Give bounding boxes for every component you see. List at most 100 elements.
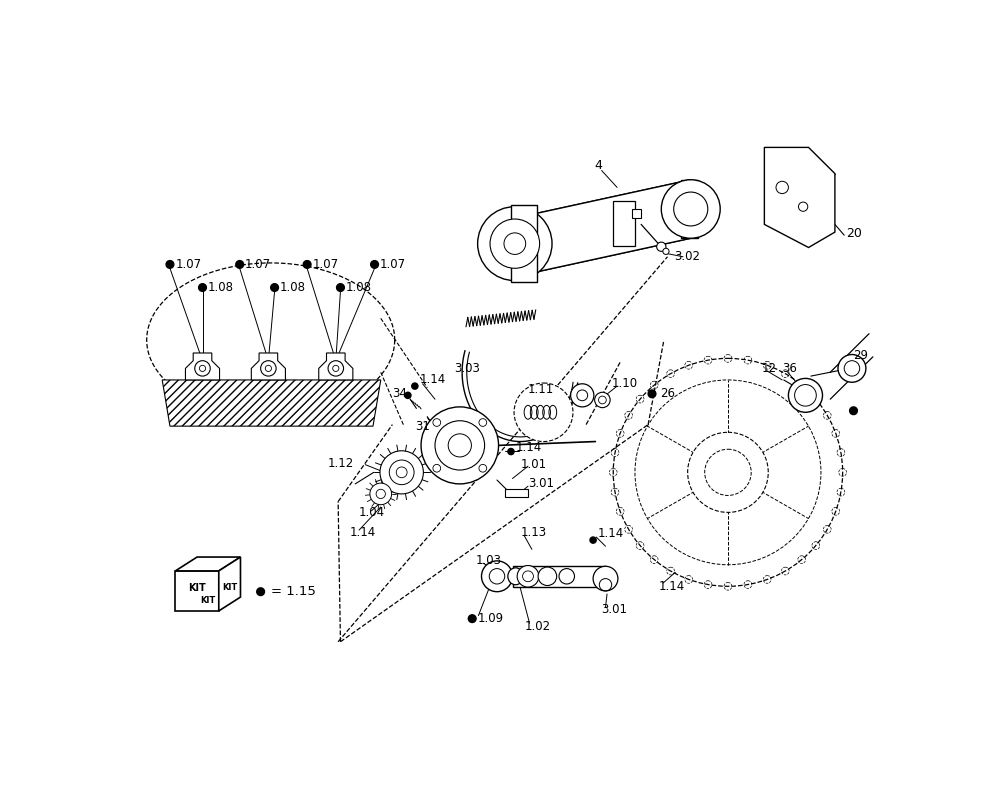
- Circle shape: [661, 180, 720, 238]
- Text: = 1.15: = 1.15: [271, 585, 316, 598]
- Circle shape: [376, 489, 385, 498]
- Text: 26: 26: [660, 387, 675, 400]
- Text: 12: 12: [762, 362, 777, 375]
- Circle shape: [333, 365, 339, 371]
- Circle shape: [798, 202, 808, 211]
- Bar: [632, 209, 641, 219]
- Text: 1.03: 1.03: [476, 554, 502, 566]
- Circle shape: [611, 489, 619, 496]
- Text: 34: 34: [392, 387, 407, 400]
- Circle shape: [433, 419, 441, 426]
- Circle shape: [514, 383, 573, 442]
- Circle shape: [650, 556, 658, 563]
- Circle shape: [482, 561, 512, 592]
- Text: KIT: KIT: [200, 596, 216, 604]
- Circle shape: [685, 361, 693, 369]
- Circle shape: [199, 365, 206, 371]
- Circle shape: [271, 284, 278, 291]
- Circle shape: [590, 537, 596, 543]
- Circle shape: [844, 360, 860, 376]
- Text: 1.12: 1.12: [328, 457, 354, 470]
- Circle shape: [812, 542, 820, 550]
- Circle shape: [435, 421, 485, 470]
- Circle shape: [265, 365, 271, 371]
- Circle shape: [328, 360, 344, 376]
- Circle shape: [337, 284, 344, 291]
- Circle shape: [595, 392, 610, 408]
- Text: 3.03: 3.03: [454, 362, 480, 375]
- Circle shape: [838, 355, 866, 383]
- Circle shape: [261, 360, 276, 376]
- Text: KIT: KIT: [222, 584, 237, 592]
- Circle shape: [593, 566, 618, 591]
- Circle shape: [823, 525, 831, 533]
- Circle shape: [303, 261, 311, 268]
- Text: 1.14: 1.14: [598, 527, 624, 540]
- Circle shape: [504, 233, 526, 254]
- Circle shape: [823, 412, 831, 419]
- Circle shape: [625, 525, 632, 533]
- Circle shape: [636, 542, 644, 550]
- Circle shape: [478, 207, 552, 280]
- Bar: [512, 565, 606, 587]
- Text: 1.14: 1.14: [420, 374, 446, 386]
- Circle shape: [412, 383, 418, 389]
- Text: 1.04: 1.04: [359, 506, 385, 519]
- Circle shape: [636, 395, 644, 403]
- Text: 1.14: 1.14: [658, 580, 684, 592]
- Polygon shape: [319, 353, 353, 380]
- Circle shape: [421, 407, 499, 484]
- Circle shape: [523, 571, 533, 581]
- Circle shape: [776, 181, 788, 193]
- Circle shape: [832, 508, 840, 515]
- Polygon shape: [219, 557, 240, 611]
- Circle shape: [538, 567, 557, 585]
- Bar: [511, 205, 537, 282]
- Circle shape: [448, 434, 471, 457]
- Bar: [505, 489, 528, 497]
- Text: 1.01: 1.01: [520, 458, 546, 471]
- Text: 1.02: 1.02: [525, 620, 551, 633]
- Polygon shape: [764, 147, 835, 247]
- Text: 3.01: 3.01: [602, 603, 628, 616]
- Circle shape: [839, 469, 847, 476]
- Circle shape: [195, 360, 210, 376]
- Circle shape: [571, 384, 594, 407]
- Text: 3.02: 3.02: [674, 250, 700, 263]
- Circle shape: [508, 448, 514, 455]
- Circle shape: [667, 370, 674, 378]
- Circle shape: [490, 219, 540, 268]
- Circle shape: [744, 581, 752, 588]
- Circle shape: [370, 483, 392, 505]
- Circle shape: [559, 569, 574, 584]
- Circle shape: [468, 615, 476, 623]
- Circle shape: [479, 419, 487, 426]
- Circle shape: [609, 469, 617, 476]
- Text: 1.09: 1.09: [478, 612, 504, 625]
- Text: 1.07: 1.07: [175, 258, 202, 271]
- Circle shape: [667, 567, 674, 575]
- Ellipse shape: [508, 568, 523, 584]
- Text: 20: 20: [846, 227, 862, 240]
- Text: 1.10: 1.10: [612, 377, 638, 390]
- Circle shape: [650, 381, 658, 389]
- Polygon shape: [251, 353, 285, 380]
- Circle shape: [724, 582, 732, 590]
- Circle shape: [795, 385, 816, 406]
- Circle shape: [850, 407, 857, 414]
- Circle shape: [688, 432, 768, 512]
- Circle shape: [705, 449, 751, 496]
- Circle shape: [763, 576, 771, 583]
- Circle shape: [798, 556, 806, 563]
- Circle shape: [166, 261, 174, 268]
- Circle shape: [744, 356, 752, 364]
- Circle shape: [832, 429, 840, 437]
- Text: 36: 36: [782, 362, 797, 375]
- Circle shape: [798, 381, 806, 389]
- Circle shape: [674, 192, 708, 226]
- Circle shape: [685, 576, 693, 583]
- Text: KIT: KIT: [188, 583, 206, 593]
- Circle shape: [648, 390, 656, 398]
- Circle shape: [663, 248, 669, 254]
- Text: 1.14: 1.14: [516, 441, 542, 454]
